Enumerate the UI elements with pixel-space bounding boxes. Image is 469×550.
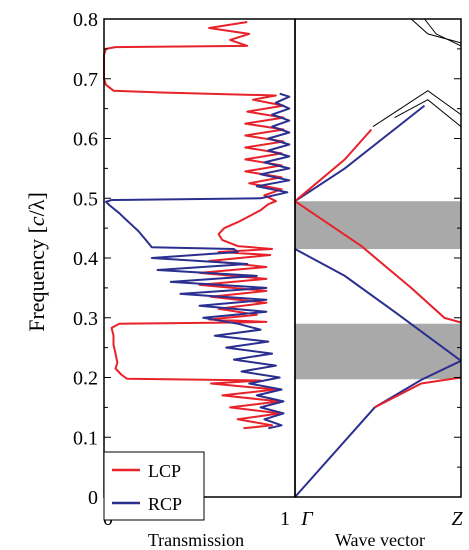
x-tick-label-gamma: Γ <box>300 508 314 530</box>
band-curve-rcp-1 <box>294 359 462 498</box>
x-axis-title-transmission: Transmission <box>148 530 244 550</box>
legend-box <box>103 451 205 521</box>
legend: LCP RCP <box>103 451 205 521</box>
band-curve-band-7 <box>372 90 462 128</box>
bandgap-regions <box>295 201 461 380</box>
band-curve-band-10 <box>424 18 462 47</box>
band-panel-frame <box>294 18 462 498</box>
y-tick-label: 0.8 <box>73 9 98 31</box>
y-tick-label: 0.7 <box>73 69 98 91</box>
band-curve-band-8 <box>394 99 462 127</box>
band-curve-rcp-2 <box>294 248 462 362</box>
curves <box>103 18 462 498</box>
y-tick-label: 0.6 <box>73 129 98 151</box>
y-tick-label: 0 <box>88 487 98 509</box>
y-tick-label: 0.2 <box>73 368 98 390</box>
band-curve-lcp-6 <box>294 128 373 202</box>
band-curve-lcp-5 <box>294 200 462 324</box>
band-curve-lcp-4 <box>374 376 462 409</box>
x-tick-label-z: Z <box>451 508 463 530</box>
y-tick-label: 0.3 <box>73 308 98 330</box>
y-tick-label: 0.5 <box>73 188 98 210</box>
y-tick-label: 0.1 <box>73 427 98 449</box>
band-curve-band-9 <box>410 18 462 44</box>
legend-label-lcp: LCP <box>148 461 181 481</box>
x-tick-label-1: 1 <box>280 508 290 530</box>
bandgap-1 <box>295 323 461 380</box>
tick-labels: 00.10.20.30.40.50.60.70.801ΓZ <box>73 9 463 530</box>
transmission-curve-lcp <box>103 21 285 430</box>
band-curve-rcp-3 <box>294 104 426 203</box>
y-tick-label: 0.4 <box>73 248 98 270</box>
transmission-curve-rcp <box>104 92 291 430</box>
legend-label-rcp: RCP <box>148 494 182 514</box>
y-axis-title: Frequency [c/λ] <box>24 192 49 332</box>
bandgap-2 <box>295 201 461 250</box>
x-axis-title-wave-vector: Wave vector <box>335 530 425 550</box>
